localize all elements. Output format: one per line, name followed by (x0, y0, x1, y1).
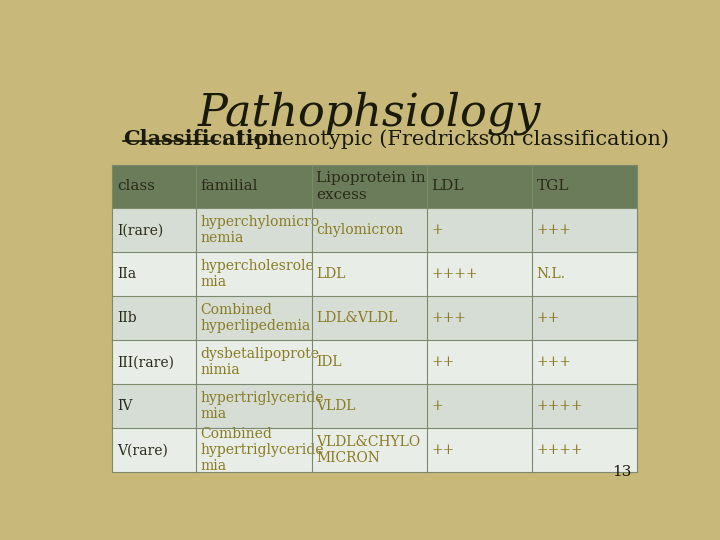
Text: hypercholesrole
mia: hypercholesrole mia (201, 259, 315, 289)
Text: 13: 13 (612, 464, 631, 478)
Text: hypertriglyceride
mia: hypertriglyceride mia (201, 391, 324, 421)
Text: IV: IV (117, 399, 132, 413)
Text: N.L.: N.L. (536, 267, 565, 281)
Bar (112, 208, 636, 252)
Text: ++++: ++++ (536, 399, 583, 413)
Text: ++: ++ (431, 443, 455, 457)
Text: dysbetalipoprote
nimia: dysbetalipoprote nimia (201, 347, 320, 377)
Text: Pathophsiology: Pathophsiology (197, 92, 541, 136)
Text: chylomicron: chylomicron (316, 223, 403, 237)
Text: +++: +++ (536, 223, 571, 237)
Text: VLDL&CHYLO
MICRON: VLDL&CHYLO MICRON (316, 435, 420, 465)
Text: TGL: TGL (536, 179, 569, 193)
Text: IIb: IIb (117, 311, 136, 325)
Bar (112, 296, 636, 340)
Text: VLDL: VLDL (316, 399, 356, 413)
Text: IIa: IIa (117, 267, 136, 281)
Text: Classification: Classification (124, 129, 283, 149)
Bar (112, 252, 636, 296)
Text: familial: familial (201, 179, 258, 193)
Text: ++: ++ (431, 355, 455, 369)
Text: ++: ++ (536, 311, 559, 325)
Text: +++: +++ (431, 311, 467, 325)
Text: +++: +++ (536, 355, 571, 369)
Bar (112, 428, 636, 472)
Text: I(rare): I(rare) (117, 223, 163, 237)
Text: Lipoprotein in
excess: Lipoprotein in excess (316, 171, 426, 201)
Text: +: + (431, 399, 443, 413)
Bar (112, 165, 636, 208)
Bar (112, 384, 636, 428)
Text: III(rare): III(rare) (117, 355, 174, 369)
Bar (112, 340, 636, 384)
Text: Combined
hypertriglyceride
mia: Combined hypertriglyceride mia (201, 427, 324, 474)
Text: LDL: LDL (316, 267, 346, 281)
Text: : 1-phenotypic (Fredrickson classification): : 1-phenotypic (Fredrickson classificati… (221, 129, 669, 149)
Text: Combined
hyperlipedemia: Combined hyperlipedemia (201, 303, 311, 333)
Text: ++++: ++++ (431, 267, 478, 281)
Text: ++++: ++++ (536, 443, 583, 457)
Text: IDL: IDL (316, 355, 342, 369)
Text: class: class (117, 179, 155, 193)
Text: LDL: LDL (431, 179, 464, 193)
Text: hyperchylomicro
nemia: hyperchylomicro nemia (201, 215, 320, 245)
Text: V(rare): V(rare) (117, 443, 168, 457)
Text: LDL&VLDL: LDL&VLDL (316, 311, 397, 325)
Text: +: + (431, 223, 443, 237)
